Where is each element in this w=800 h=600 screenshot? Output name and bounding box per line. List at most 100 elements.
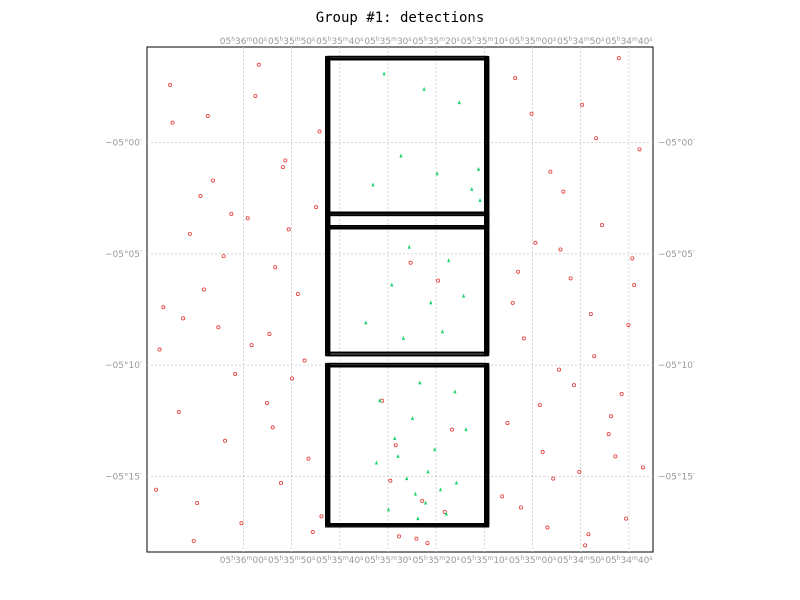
catalog-point bbox=[211, 178, 216, 183]
ra-tick-label-top: 05h35m00s bbox=[509, 36, 556, 48]
catalog-point bbox=[592, 354, 597, 359]
catalog-point bbox=[191, 538, 196, 543]
catalog-point bbox=[317, 129, 322, 134]
catalog-point bbox=[613, 454, 618, 459]
detection-point bbox=[422, 86, 426, 91]
ra-tick-label-bottom: 05h35m00s bbox=[509, 555, 556, 567]
detection-point bbox=[410, 416, 415, 421]
catalog-point bbox=[599, 222, 604, 227]
detection-point bbox=[423, 500, 428, 505]
catalog-point bbox=[161, 305, 166, 310]
catalog-point bbox=[588, 311, 593, 316]
detection-point bbox=[407, 244, 411, 249]
detection-point bbox=[399, 153, 403, 158]
ra-tick-label-bottom: 05h34m40s bbox=[605, 555, 652, 567]
catalog-point bbox=[278, 481, 283, 486]
catalog-point bbox=[577, 469, 582, 474]
catalog-point bbox=[632, 283, 637, 288]
catalog-point bbox=[253, 93, 258, 98]
catalog-point bbox=[154, 487, 159, 492]
catalog-point bbox=[533, 240, 538, 245]
detection-point bbox=[470, 186, 474, 191]
catalog-point bbox=[310, 529, 315, 534]
ra-tick-label-top: 05h34m50s bbox=[557, 36, 604, 48]
catalog-point bbox=[619, 392, 624, 397]
catalog-point bbox=[414, 536, 419, 541]
detection-point bbox=[374, 460, 378, 465]
ra-tick-label-top: 05h35m40s bbox=[316, 36, 363, 48]
catalog-point bbox=[408, 260, 413, 265]
dec-tick-label-left: −05°00′ bbox=[105, 139, 142, 149]
catalog-point bbox=[187, 231, 192, 236]
catalog-point bbox=[205, 113, 210, 118]
dec-tick-label-left: −05°15′ bbox=[105, 472, 142, 482]
ra-tick-label-bottom: 05h36m00s bbox=[220, 555, 267, 567]
frame-outlines bbox=[325, 55, 490, 528]
detection-point bbox=[378, 398, 382, 403]
detection-point bbox=[396, 453, 400, 458]
catalog-point bbox=[314, 205, 319, 210]
detection-point bbox=[418, 380, 422, 385]
dec-tick-label-right: −05°00′ bbox=[658, 139, 695, 149]
ra-tick-label-top: 05h35m50s bbox=[268, 36, 315, 48]
catalog-point bbox=[273, 265, 278, 270]
plot-area bbox=[146, 46, 654, 553]
detection-point bbox=[413, 491, 418, 496]
catalog-point bbox=[286, 227, 291, 232]
catalog-point bbox=[545, 525, 550, 530]
catalog-point bbox=[561, 189, 566, 194]
catalog-point bbox=[626, 323, 631, 328]
detection-point bbox=[453, 389, 457, 394]
catalog-point bbox=[249, 343, 254, 348]
detection-point bbox=[371, 182, 375, 187]
detection-point bbox=[462, 293, 466, 298]
detection-point bbox=[444, 511, 448, 516]
detection-point bbox=[382, 71, 386, 76]
ra-tick-label-bottom: 05h35m50s bbox=[268, 555, 315, 567]
catalog-point bbox=[388, 478, 393, 483]
detection-point bbox=[390, 282, 394, 287]
catalog-point bbox=[397, 534, 402, 539]
dec-tick-label-left: −05°05′ bbox=[105, 250, 142, 260]
catalog-point bbox=[606, 432, 611, 437]
ra-tick-label-top: 05h35m10s bbox=[461, 36, 508, 48]
catalog-point bbox=[221, 254, 226, 259]
detection-point bbox=[478, 198, 482, 203]
catalog-point bbox=[436, 278, 441, 283]
catalog-point bbox=[195, 501, 200, 506]
catalog-point bbox=[223, 438, 228, 443]
ra-tick-label-bottom: 05h35m30s bbox=[364, 555, 411, 567]
detection-point bbox=[457, 100, 461, 105]
catalog-point bbox=[442, 509, 447, 514]
dec-tick-label-right: −05°10′ bbox=[658, 361, 695, 371]
catalog-point bbox=[513, 76, 518, 81]
detection-point bbox=[454, 480, 458, 485]
catalog-point bbox=[505, 420, 510, 425]
tick-labels: 05h36m00s05h36m00s05h35m50s05h35m50s05h3… bbox=[105, 36, 695, 567]
catalog-point bbox=[425, 541, 430, 546]
detection-point bbox=[464, 427, 468, 432]
catalog-point bbox=[521, 336, 526, 341]
catalog-point bbox=[198, 194, 203, 199]
detection-point bbox=[433, 447, 437, 452]
catalog-point bbox=[283, 158, 288, 163]
catalog-point bbox=[245, 216, 250, 221]
catalog-point bbox=[295, 291, 300, 296]
dec-tick-label-right: −05°05′ bbox=[658, 250, 695, 260]
catalog-point bbox=[540, 449, 545, 454]
catalog-point bbox=[640, 465, 645, 470]
catalog-point bbox=[450, 427, 455, 432]
ra-tick-label-bottom: 05h34m50s bbox=[557, 555, 604, 567]
catalog-point bbox=[500, 494, 505, 499]
chart-title: Group #1: detections bbox=[315, 10, 485, 26]
catalog-point bbox=[594, 136, 599, 141]
catalog-point bbox=[516, 269, 521, 274]
dec-tick-label-right: −05°15′ bbox=[658, 472, 695, 482]
catalog-point bbox=[280, 165, 285, 170]
catalog-point bbox=[609, 414, 614, 419]
ra-tick-label-bottom: 05h35m20s bbox=[413, 555, 460, 567]
catalog-point bbox=[256, 62, 261, 67]
detection-points bbox=[154, 56, 645, 548]
dec-tick-label-left: −05°10′ bbox=[105, 361, 142, 371]
ra-tick-label-bottom: 05h35m40s bbox=[316, 555, 363, 567]
